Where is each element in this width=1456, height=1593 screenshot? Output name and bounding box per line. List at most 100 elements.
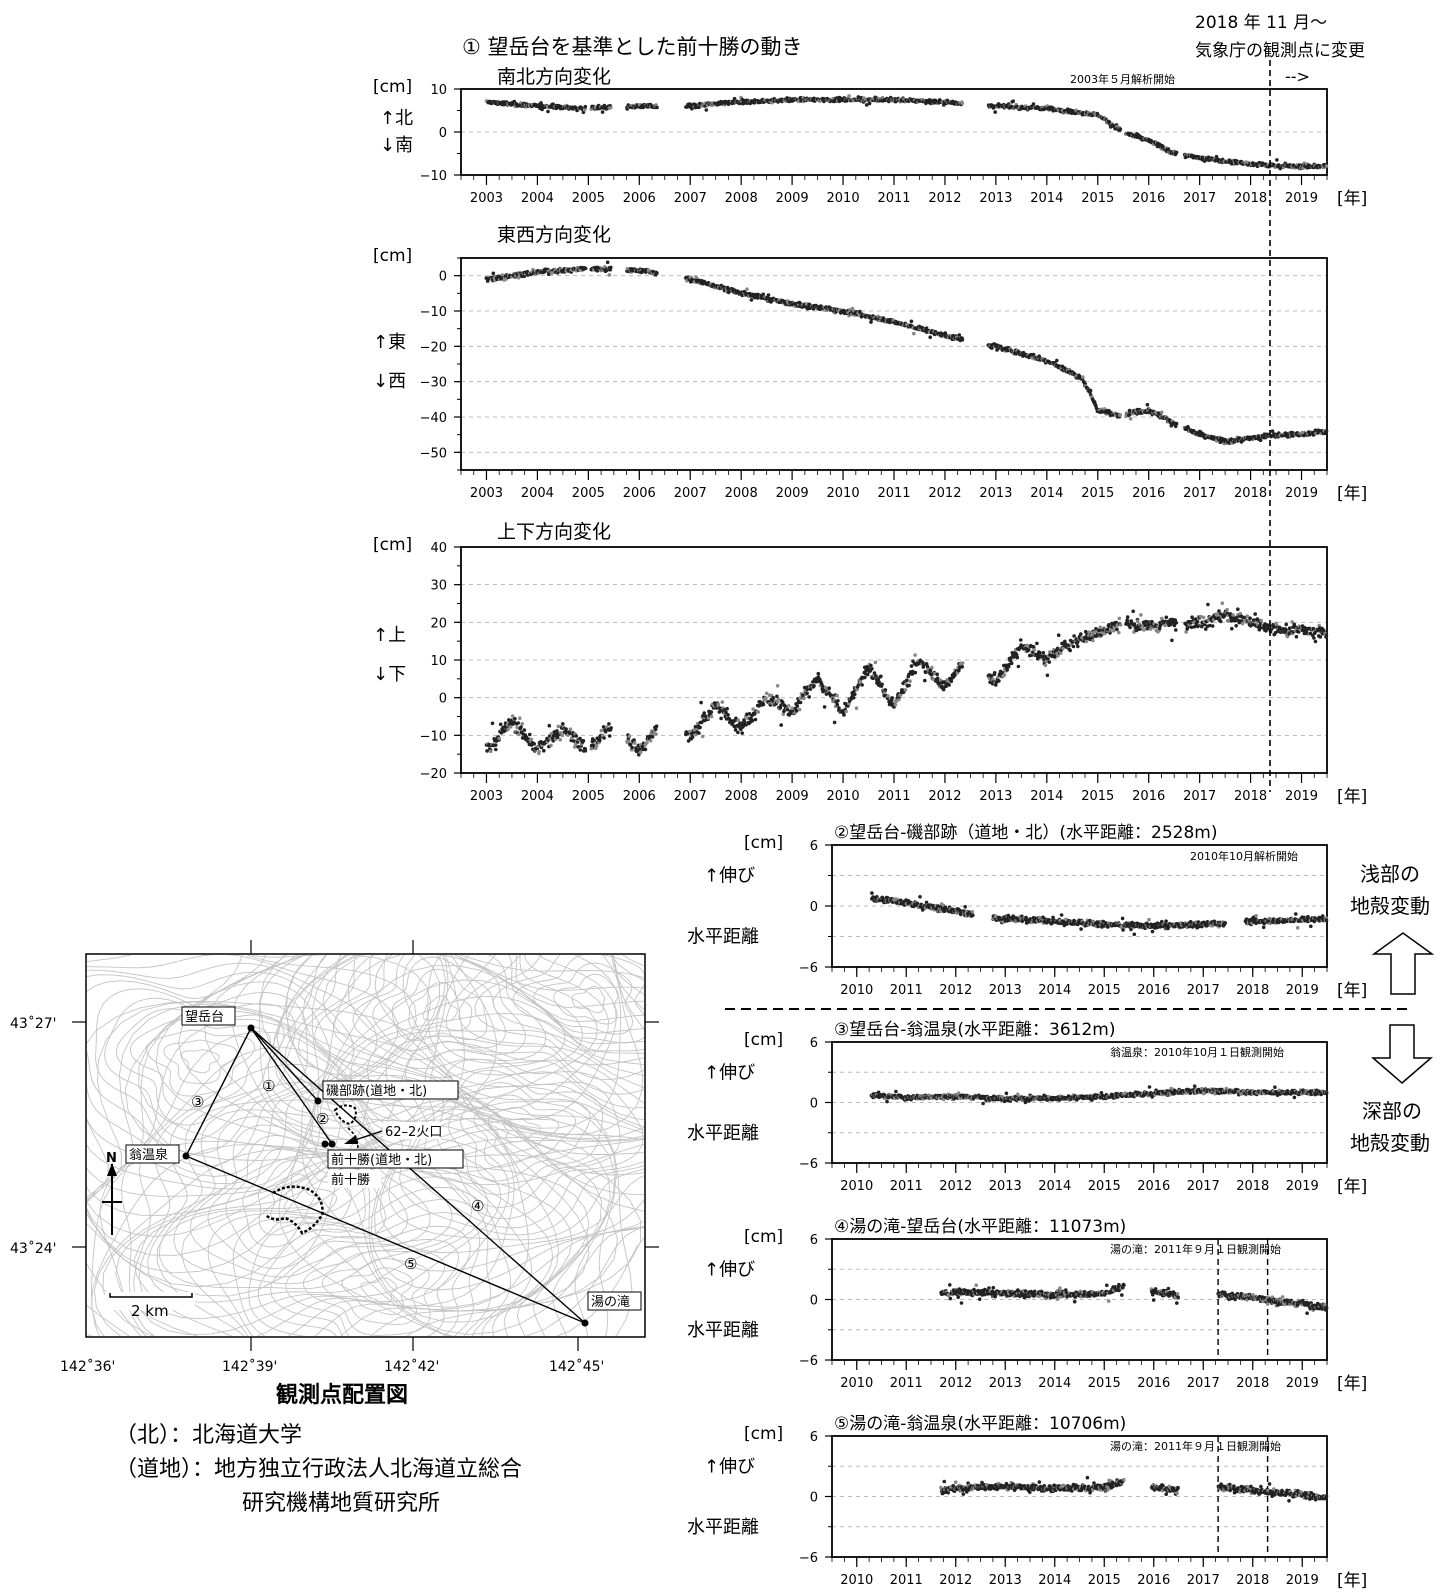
data-point	[558, 737, 562, 742]
data-point	[655, 271, 659, 275]
y-tick-label: 10	[430, 83, 447, 98]
data-point	[847, 94, 851, 98]
data-point	[779, 723, 783, 727]
x-tick-label: 2016	[1132, 789, 1165, 804]
y-unit-label: [cm]	[744, 833, 783, 853]
data-point	[607, 734, 612, 738]
data-point	[853, 692, 857, 696]
data-point	[516, 721, 520, 725]
data-point	[869, 663, 873, 668]
x-tick-label: 2016	[1132, 486, 1165, 501]
data-point	[1032, 648, 1037, 652]
data-point	[609, 726, 613, 730]
data-point	[1248, 616, 1252, 620]
data-point	[1005, 668, 1009, 672]
data-point	[822, 705, 827, 709]
data-point	[1118, 623, 1123, 627]
data-point	[869, 320, 873, 324]
data-point	[756, 710, 761, 714]
data-point	[1098, 625, 1103, 630]
data-point	[942, 103, 946, 107]
data-point	[1068, 648, 1072, 653]
data-point	[1253, 612, 1257, 616]
data-point	[1128, 417, 1133, 421]
data-point	[1284, 622, 1288, 627]
data-point	[1031, 102, 1036, 106]
x-tick-label: 2018	[1236, 983, 1269, 998]
data-point	[1324, 429, 1329, 433]
x-tick-label: 2006	[623, 191, 656, 206]
x-tick-label: 2008	[725, 486, 758, 501]
x-tick-label: 2019	[1285, 789, 1318, 804]
data-point	[928, 335, 932, 340]
data-point	[697, 731, 701, 735]
data-points	[484, 94, 1329, 171]
chart-title: 上下方向変化	[497, 521, 611, 543]
data-point	[1258, 438, 1263, 443]
x-tick-label: 2016	[1137, 983, 1170, 998]
chart-title: 南北方向変化	[497, 66, 611, 88]
data-point	[564, 727, 568, 731]
data-point	[561, 722, 565, 726]
data-point	[1174, 621, 1179, 625]
data-point	[1081, 375, 1085, 379]
data-point	[837, 706, 841, 710]
data-point	[766, 293, 771, 297]
data-point	[736, 730, 740, 735]
data-point	[1117, 630, 1121, 635]
data-point	[923, 678, 927, 683]
x-tick-label: 2014	[1030, 486, 1063, 501]
data-point	[740, 731, 744, 735]
change-note-line1: 2018 年 11 月～	[1195, 13, 1327, 33]
data-point	[997, 679, 1001, 683]
data-point	[555, 735, 560, 739]
data-point	[690, 735, 695, 739]
data-point	[751, 707, 755, 711]
data-point	[1059, 651, 1063, 655]
data-point	[518, 716, 522, 720]
data-point	[909, 319, 914, 324]
data-point	[1159, 410, 1164, 415]
x-tick-label: 2003	[470, 486, 503, 501]
data-point	[601, 725, 606, 729]
data-point	[578, 748, 583, 752]
data-point	[519, 725, 523, 729]
data-point	[1318, 635, 1323, 639]
data-point	[1225, 607, 1229, 612]
data-point	[905, 678, 909, 683]
data-point	[1240, 621, 1245, 626]
data-point	[993, 110, 997, 114]
data-point	[764, 696, 768, 700]
data-point	[909, 664, 914, 668]
data-point	[598, 738, 602, 743]
data-point	[654, 732, 658, 736]
data-point	[1043, 663, 1048, 667]
x-unit-label: [年]	[1337, 484, 1367, 504]
y-tick-label: 20	[430, 616, 447, 631]
y-tick-label: 10	[430, 654, 447, 669]
data-point	[1015, 655, 1020, 660]
data-point	[638, 750, 643, 755]
data-point	[520, 722, 524, 726]
y-tick-label: 0	[439, 692, 447, 707]
data-point	[1035, 641, 1039, 646]
data-point	[1016, 664, 1021, 669]
chart-annotation: 2003年５月解析開始	[1070, 72, 1175, 86]
data-point	[807, 695, 811, 699]
data-point	[551, 102, 555, 106]
x-tick-label: 2009	[776, 486, 809, 501]
data-point	[1047, 660, 1052, 664]
y-tick-label: 0	[439, 126, 447, 141]
data-point	[832, 720, 837, 725]
data-point	[1079, 927, 1083, 931]
y-tick-label: −10	[420, 729, 447, 744]
y-tick-label: 0	[439, 270, 447, 285]
data-point	[1234, 624, 1238, 628]
data-point	[709, 710, 714, 714]
data-point	[546, 109, 550, 114]
data-point	[907, 683, 911, 688]
y-tick-label: 30	[430, 579, 447, 594]
data-point	[1313, 639, 1318, 644]
x-tick-label: 2005	[572, 789, 605, 804]
x-tick-label: 2017	[1183, 789, 1216, 804]
